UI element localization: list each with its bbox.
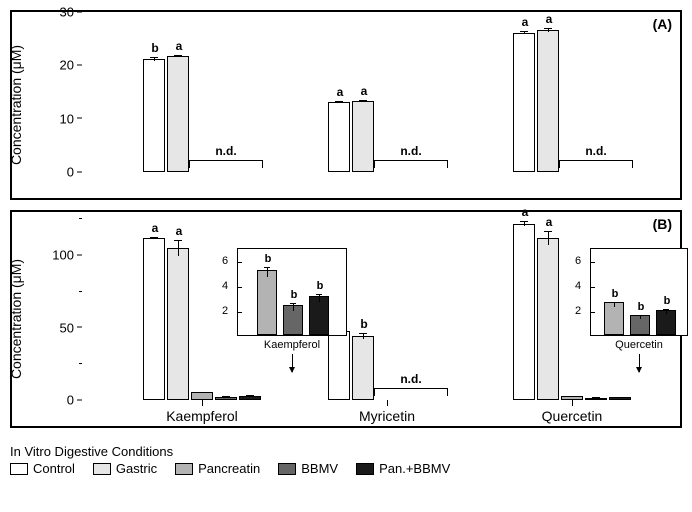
nd-label: n.d. [585,144,606,158]
inset-label: Quercetin [615,339,663,351]
bar [537,30,559,172]
inset-quercetin: 246bbb [590,248,688,336]
bar [191,392,213,400]
y-tick: 0 [42,393,82,408]
legend-swatch [10,463,28,475]
bar [328,331,350,400]
legend-label: Pancreatin [198,461,260,476]
bar [513,224,535,400]
panel-b: (B) Concentration (μM) aaabn.d.aa246bbbK… [10,210,682,428]
legend-row: Control Gastric Pancreatin BBMV Pan.+BBMV [10,461,450,476]
legend-label: Gastric [116,461,157,476]
panel-b-plot: aaabn.d.aa246bbbKaempferol246bbbQuerceti… [82,212,670,400]
significance-letter: a [176,39,183,53]
legend-swatch [356,463,374,475]
panel-a-ylabel: Concentration (μM) [8,45,24,165]
legend-swatch [278,463,296,475]
bar [167,248,189,400]
legend-title: In Vitro Digestive Conditions [10,444,450,459]
significance-letter: b [151,41,158,55]
legend: In Vitro Digestive Conditions Control Gas… [10,444,450,476]
nd-label: n.d. [400,144,421,158]
significance-letter: a [361,84,368,98]
legend-label: BBMV [301,461,338,476]
bar [239,396,261,400]
bar [352,101,374,172]
significance-letter: a [337,85,344,99]
legend-item: Pancreatin [175,461,260,476]
significance-letter: a [546,12,553,26]
y-tick: 30 [42,5,82,20]
x-tick-label: Kaempferol [166,408,238,424]
figure: (A) Concentration (μM) ban.d.aan.d.aan.d… [0,0,692,512]
legend-item: BBMV [278,461,338,476]
significance-letter: a [176,224,183,238]
bar [513,33,535,172]
panel-a: (A) Concentration (μM) ban.d.aan.d.aan.d… [10,10,682,200]
x-tick-label: Myricetin [359,408,415,424]
inset-label: Kaempferol [264,339,320,351]
significance-letter: a [546,215,553,229]
bar [352,336,374,400]
legend-item: Pan.+BBMV [356,461,450,476]
panel-b-yaxis: 050100 [42,212,82,400]
inset-kaempferol: 246bbb [237,248,347,336]
y-tick: 20 [42,58,82,73]
panel-b-ylabel: Concentration (μM) [8,259,24,379]
legend-label: Control [33,461,75,476]
panel-a-yaxis: 0102030 [42,12,82,172]
significance-letter: b [360,317,367,331]
significance-letter: a [152,221,159,235]
nd-label: n.d. [400,372,421,386]
bar [328,102,350,172]
nd-label: n.d. [215,144,236,158]
x-tick-label: Quercetin [542,408,603,424]
y-tick: 100 [42,248,82,263]
x-axis: Kaempferol Myricetin Quercetin [82,402,670,432]
legend-swatch [93,463,111,475]
bar [143,59,165,172]
legend-swatch [175,463,193,475]
legend-item: Control [10,461,75,476]
y-tick: 10 [42,111,82,126]
bar [537,238,559,400]
significance-letter: a [522,15,529,29]
bar [143,238,165,400]
legend-label: Pan.+BBMV [379,461,450,476]
bar [167,56,189,172]
y-tick: 0 [42,165,82,180]
panel-a-plot: b a n.d. a a n.d. a a n.d. [82,12,670,172]
significance-letter: a [522,205,529,219]
legend-item: Gastric [93,461,157,476]
y-tick: 50 [42,320,82,335]
